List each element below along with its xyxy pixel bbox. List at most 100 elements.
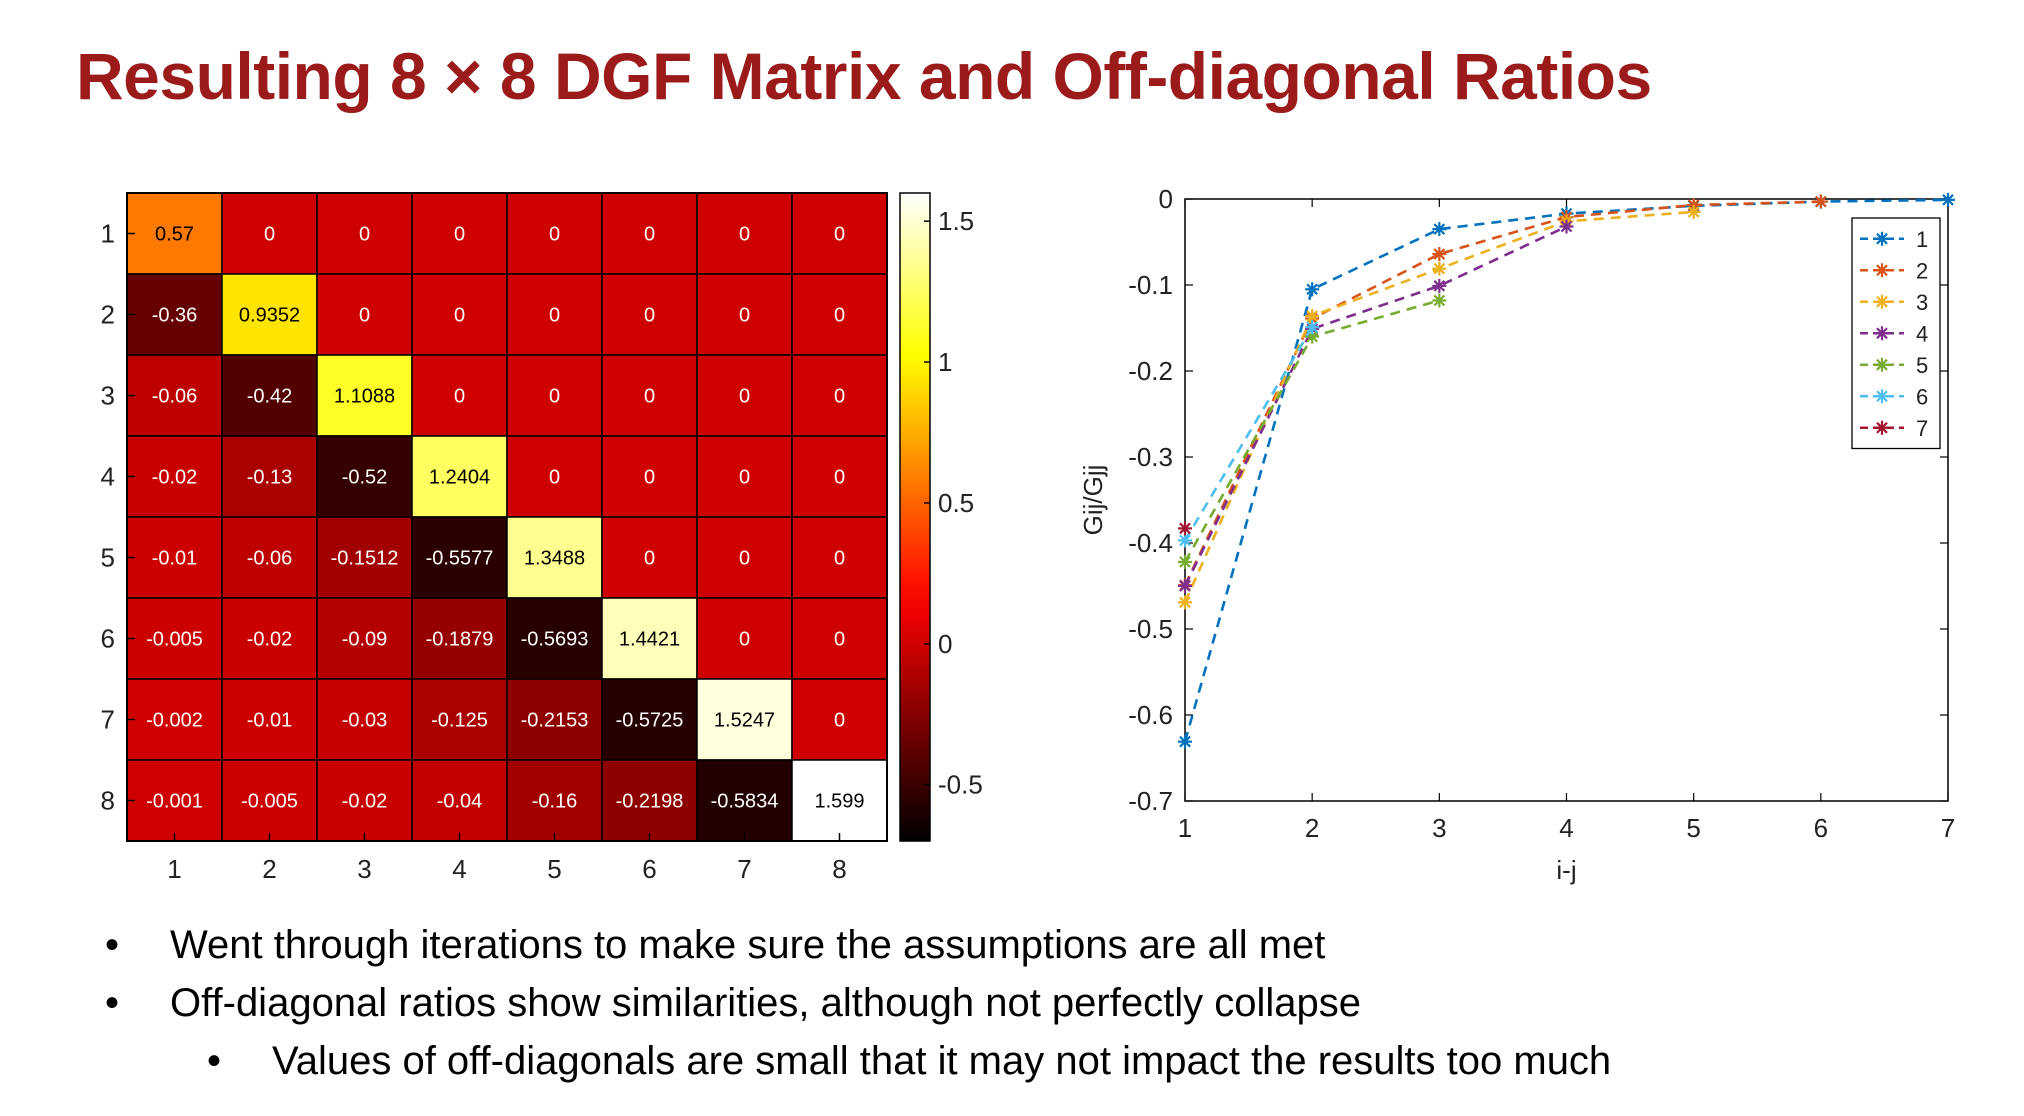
heatmap-cell bbox=[316, 516, 413, 599]
heatmap-cell-label: 0 bbox=[359, 224, 370, 246]
data-point bbox=[1875, 357, 1889, 372]
heatmap-cell-label: 1.1088 bbox=[334, 386, 395, 408]
x-tick-label: 4 bbox=[1559, 813, 1573, 843]
heatmap-cell-label: -0.001 bbox=[146, 791, 203, 813]
heatmap-cell bbox=[696, 273, 793, 356]
heatmap-row-label: 7 bbox=[101, 705, 115, 735]
data-point bbox=[1305, 282, 1320, 297]
heatmap-cell-label: 0 bbox=[454, 224, 465, 246]
heatmap-cell-label: 0 bbox=[644, 467, 655, 489]
data-point-stroke bbox=[1433, 223, 1446, 235]
data-point bbox=[1178, 521, 1192, 536]
data-point-stroke bbox=[1560, 220, 1573, 233]
data-point bbox=[1875, 389, 1889, 404]
heatmap-cell bbox=[696, 354, 793, 437]
data-point bbox=[1559, 219, 1574, 234]
data-point-stroke bbox=[1876, 358, 1888, 371]
data-point-stroke bbox=[1876, 327, 1888, 340]
legend-label: 2 bbox=[1916, 258, 1928, 283]
colorbar bbox=[899, 192, 931, 842]
heatmap-cell-label: 1.599 bbox=[814, 791, 864, 813]
data-point bbox=[1432, 247, 1447, 262]
legend-label: 3 bbox=[1916, 290, 1928, 315]
heatmap-cell bbox=[411, 273, 508, 356]
bullet-dot: • bbox=[207, 1039, 222, 1083]
heatmap-cell-label: 0.57 bbox=[155, 224, 194, 246]
series-line-6 bbox=[1183, 326, 1314, 542]
heatmap-cell bbox=[506, 273, 603, 356]
data-point-stroke bbox=[1179, 534, 1191, 547]
heatmap-cell bbox=[696, 678, 793, 761]
x-axis-label: i-j bbox=[1556, 855, 1576, 885]
heatmap-row-label: 8 bbox=[101, 786, 115, 816]
heatmap-col-label: 5 bbox=[547, 854, 561, 884]
heatmap-cell-label: 0 bbox=[834, 710, 845, 732]
data-point-stroke bbox=[1942, 194, 1954, 206]
data-point-stroke bbox=[1433, 248, 1446, 260]
heatmap-cell bbox=[316, 354, 413, 437]
colorbar-tick-label: 0.5 bbox=[938, 488, 974, 518]
heatmap-cell-label: -0.5834 bbox=[711, 791, 779, 813]
data-point bbox=[1875, 263, 1889, 278]
heatmap-cell-label: 0 bbox=[834, 386, 845, 408]
heatmap-cell bbox=[791, 273, 888, 356]
heatmap-row-label: 2 bbox=[101, 300, 115, 330]
heatmap-col-label: 2 bbox=[262, 854, 276, 884]
heatmap-cell-label: 0 bbox=[454, 305, 465, 327]
slide-title: Resulting 8 × 8 DGF Matrix and Off-diago… bbox=[76, 39, 1652, 113]
heatmap-cell-label: -0.02 bbox=[342, 791, 388, 813]
heatmap-cell-label: 0 bbox=[644, 386, 655, 408]
data-point bbox=[1875, 420, 1889, 435]
heatmap-cell-label: 1.5247 bbox=[714, 710, 775, 732]
heatmap-frame bbox=[126, 192, 888, 842]
heatmap-cell-label: -0.36 bbox=[152, 305, 198, 327]
heatmap-cell bbox=[221, 759, 318, 842]
plot-area bbox=[1184, 198, 1949, 802]
heatmap-row-label: 1 bbox=[101, 219, 115, 249]
y-tick-label: -0.2 bbox=[1128, 356, 1173, 386]
data-point-stroke bbox=[1306, 321, 1318, 333]
data-point bbox=[1178, 533, 1192, 548]
heatmap-cell-label: 0 bbox=[359, 305, 370, 327]
data-point bbox=[1875, 231, 1889, 246]
data-point-stroke bbox=[1433, 294, 1446, 307]
heatmap-row-label: 3 bbox=[101, 381, 115, 411]
heatmap-cell-label: -0.002 bbox=[146, 710, 203, 732]
data-point-stroke bbox=[1179, 735, 1191, 748]
x-tick-label: 6 bbox=[1814, 813, 1828, 843]
heatmap-cell-label: 0 bbox=[739, 224, 750, 246]
heatmap-cell bbox=[601, 759, 698, 842]
heatmap-cell-label: 0 bbox=[264, 224, 275, 246]
data-point bbox=[1432, 293, 1447, 308]
heatmap-cell bbox=[316, 273, 413, 356]
heatmap-cell-label: -0.5725 bbox=[616, 710, 684, 732]
data-point-stroke bbox=[1876, 232, 1888, 245]
heatmap-cell bbox=[601, 273, 698, 356]
heatmap-row-label: 4 bbox=[101, 462, 115, 492]
legend-label: 5 bbox=[1916, 353, 1928, 378]
heatmap-cell-label: -0.03 bbox=[342, 710, 388, 732]
heatmap-cell-label: 0 bbox=[454, 386, 465, 408]
data-point bbox=[1305, 320, 1320, 335]
heatmap-col-label: 4 bbox=[452, 854, 466, 884]
heatmap-cell bbox=[601, 354, 698, 437]
heatmap-cell-label: -0.52 bbox=[342, 467, 388, 489]
heatmap-cell-label: 1.2404 bbox=[429, 467, 490, 489]
heatmap-cell bbox=[791, 678, 888, 761]
bullet-dot: • bbox=[105, 981, 120, 1025]
heatmap-cell-label: 0 bbox=[834, 224, 845, 246]
heatmap-cell bbox=[411, 516, 508, 599]
y-tick-label: -0.6 bbox=[1128, 700, 1173, 730]
heatmap-cell-label: -0.09 bbox=[342, 629, 388, 651]
data-point-stroke bbox=[1815, 195, 1827, 208]
heatmap-cell bbox=[221, 597, 318, 680]
heatmap-cell bbox=[506, 354, 603, 437]
data-point-stroke bbox=[1179, 580, 1191, 592]
heatmap-cell bbox=[791, 759, 888, 842]
legend-label: 7 bbox=[1916, 416, 1928, 441]
data-point bbox=[1875, 326, 1889, 341]
heatmap-cell-label: -0.005 bbox=[146, 629, 203, 651]
x-tick-label: 2 bbox=[1305, 813, 1319, 843]
heatmap-cell-label: 0 bbox=[549, 305, 560, 327]
heatmap-cell-label: -0.13 bbox=[247, 467, 293, 489]
